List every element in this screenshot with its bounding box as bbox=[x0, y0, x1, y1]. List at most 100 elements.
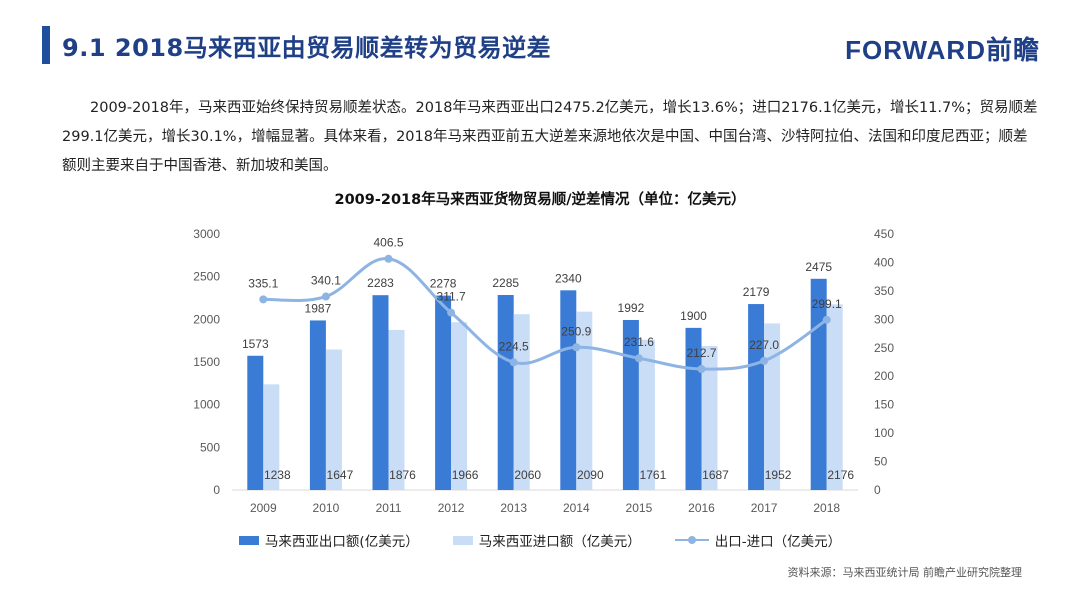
import-value-label: 1647 bbox=[327, 468, 354, 482]
x-tick-label: 2015 bbox=[626, 501, 653, 515]
export-value-label: 2340 bbox=[555, 271, 582, 285]
x-tick-label: 2013 bbox=[500, 501, 527, 515]
import-bar bbox=[451, 322, 468, 490]
chart-title: 2009-2018年马来西亚货物贸易顺/逆差情况（单位：亿美元） bbox=[334, 192, 746, 208]
legend-item-balance: 出口-进口（亿美元） bbox=[674, 530, 842, 550]
x-tick-label: 2010 bbox=[313, 501, 340, 515]
page-title: 9.1 2018马来西亚由贸易顺差转为贸易逆差 bbox=[62, 34, 552, 62]
export-value-label: 2475 bbox=[805, 260, 832, 274]
y-right-tick-label: 300 bbox=[874, 312, 894, 326]
balance-value-label: 311.7 bbox=[437, 290, 466, 304]
legend-item-exports: 马来西亚出口额(亿美元） bbox=[238, 530, 419, 550]
import-bar bbox=[638, 339, 655, 490]
y-right-tick-label: 100 bbox=[874, 426, 894, 440]
import-value-label: 2090 bbox=[577, 468, 604, 482]
x-tick-label: 2014 bbox=[563, 501, 590, 515]
y-left-tick-label: 500 bbox=[200, 440, 220, 454]
import-bar bbox=[764, 323, 781, 490]
y-right-tick-label: 350 bbox=[874, 284, 894, 298]
import-bar bbox=[513, 314, 530, 490]
import-value-label: 1876 bbox=[389, 468, 416, 482]
balance-value-label: 406.5 bbox=[373, 236, 403, 250]
import-value-label: 1238 bbox=[264, 468, 291, 482]
balance-value-label: 335.1 bbox=[248, 276, 278, 290]
import-value-label: 1952 bbox=[765, 468, 792, 482]
export-value-label: 1987 bbox=[305, 301, 332, 315]
balance-value-label: 227.0 bbox=[749, 338, 779, 352]
source-note: 资料来源：马来西亚统计局 前瞻产业研究院整理 bbox=[787, 566, 1023, 579]
y-left-tick-label: 0 bbox=[213, 483, 220, 497]
summary-paragraph: 2009-2018年，马来西亚始终保持贸易顺差状态。2018年马来西亚出口247… bbox=[62, 100, 1038, 174]
export-bar bbox=[309, 320, 326, 490]
y-right-tick-label: 450 bbox=[874, 227, 894, 241]
balance-point bbox=[697, 364, 706, 373]
balance-value-label: 250.9 bbox=[561, 324, 591, 338]
import-bar bbox=[325, 349, 342, 490]
import-value-label: 1966 bbox=[452, 468, 479, 482]
import-bar bbox=[701, 346, 718, 490]
import-value-label: 1687 bbox=[702, 468, 729, 482]
x-tick-label: 2012 bbox=[438, 501, 465, 515]
export-value-label: 1573 bbox=[242, 337, 269, 351]
y-right-tick-label: 150 bbox=[874, 398, 894, 412]
chart-legend: 马来西亚出口额(亿美元） 马来西亚进口额（亿美元） 出口-进口（亿美元） bbox=[0, 530, 1080, 550]
import-bar bbox=[388, 329, 405, 490]
export-bar bbox=[622, 320, 639, 490]
export-bar bbox=[247, 355, 264, 490]
balance-value-label: 212.7 bbox=[686, 346, 716, 360]
export-value-label: 2283 bbox=[367, 276, 394, 290]
y-right-tick-label: 400 bbox=[874, 255, 894, 269]
y-left-tick-label: 3000 bbox=[193, 227, 220, 241]
export-bar bbox=[435, 295, 452, 490]
legend-swatch-imports bbox=[452, 535, 473, 545]
y-left-tick-label: 1500 bbox=[193, 355, 220, 369]
balance-line bbox=[263, 257, 828, 371]
balance-point bbox=[509, 358, 518, 367]
balance-value-label: 231.6 bbox=[624, 335, 654, 349]
import-value-label: 2060 bbox=[514, 468, 541, 482]
export-value-label: 1992 bbox=[618, 301, 645, 315]
balance-point bbox=[384, 254, 393, 263]
legend-label-exports: 马来西亚出口额(亿美元） bbox=[264, 534, 419, 550]
legend-swatch-balance bbox=[674, 535, 709, 545]
balance-point bbox=[572, 343, 581, 352]
export-value-label: 2179 bbox=[743, 285, 770, 299]
export-value-label: 1900 bbox=[680, 309, 707, 323]
balance-value-label: 340.1 bbox=[311, 274, 341, 288]
legend-swatch-exports bbox=[238, 535, 259, 545]
balance-point bbox=[822, 315, 831, 324]
balance-point bbox=[447, 308, 456, 317]
legend-item-imports: 马来西亚进口额（亿美元） bbox=[452, 530, 641, 550]
balance-point bbox=[760, 356, 769, 365]
import-bar bbox=[576, 311, 593, 490]
x-tick-label: 2017 bbox=[751, 501, 778, 515]
y-right-tick-label: 250 bbox=[874, 341, 894, 355]
y-left-tick-label: 1000 bbox=[193, 398, 220, 412]
export-bar bbox=[810, 278, 827, 490]
balance-point bbox=[321, 292, 330, 301]
import-value-label: 2176 bbox=[827, 468, 854, 482]
y-right-tick-label: 0 bbox=[874, 483, 881, 497]
import-bar bbox=[826, 304, 843, 490]
x-tick-label: 2018 bbox=[813, 501, 840, 515]
export-value-label: 2285 bbox=[492, 276, 519, 290]
y-left-tick-label: 2000 bbox=[193, 312, 220, 326]
y-right-tick-label: 200 bbox=[874, 369, 894, 383]
export-bar bbox=[497, 295, 514, 490]
balance-value-label: 224.5 bbox=[499, 339, 529, 353]
import-value-label: 1761 bbox=[640, 468, 667, 482]
balance-point bbox=[259, 295, 268, 304]
x-tick-label: 2016 bbox=[688, 501, 715, 515]
export-value-label: 2278 bbox=[430, 277, 457, 291]
x-tick-label: 2009 bbox=[250, 501, 277, 515]
export-bar bbox=[748, 304, 765, 490]
brand-logo: FORWARD前瞻 bbox=[845, 35, 1040, 65]
legend-label-imports: 马来西亚进口额（亿美元） bbox=[478, 534, 641, 550]
y-right-tick-label: 50 bbox=[874, 455, 888, 469]
x-tick-label: 2011 bbox=[376, 501, 402, 515]
legend-label-balance: 出口-进口（亿美元） bbox=[714, 534, 842, 550]
export-bar bbox=[560, 290, 577, 490]
import-bar bbox=[263, 384, 280, 490]
balance-value-label: 299.1 bbox=[812, 297, 842, 311]
